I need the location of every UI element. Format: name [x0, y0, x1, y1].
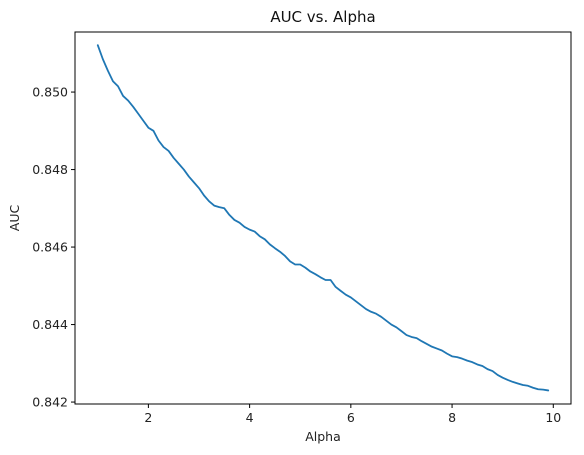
y-tick-label: 0.848 — [32, 162, 68, 177]
x-tick-label: 6 — [347, 410, 355, 425]
chart-title: AUC vs. Alpha — [270, 8, 375, 26]
x-tick-label: 2 — [144, 410, 152, 425]
x-tick-label: 4 — [246, 410, 254, 425]
y-tick-label: 0.844 — [32, 317, 68, 332]
y-axis-label: AUC — [7, 205, 22, 232]
axes-frame — [74, 31, 572, 405]
x-axis-label: Alpha — [305, 429, 341, 444]
plot-area — [74, 31, 572, 405]
series-line-auc — [96, 44, 550, 392]
y-tick-label: 0.850 — [32, 85, 68, 100]
x-tick-label: 8 — [448, 410, 456, 425]
y-axis: 0.842 0.844 0.846 0.848 0.850 — [32, 85, 75, 410]
x-tick-label: 10 — [545, 410, 561, 425]
y-tick-label: 0.846 — [32, 240, 68, 255]
y-tick-label: 0.842 — [32, 395, 68, 410]
x-axis: 2 4 6 8 10 — [144, 404, 561, 425]
